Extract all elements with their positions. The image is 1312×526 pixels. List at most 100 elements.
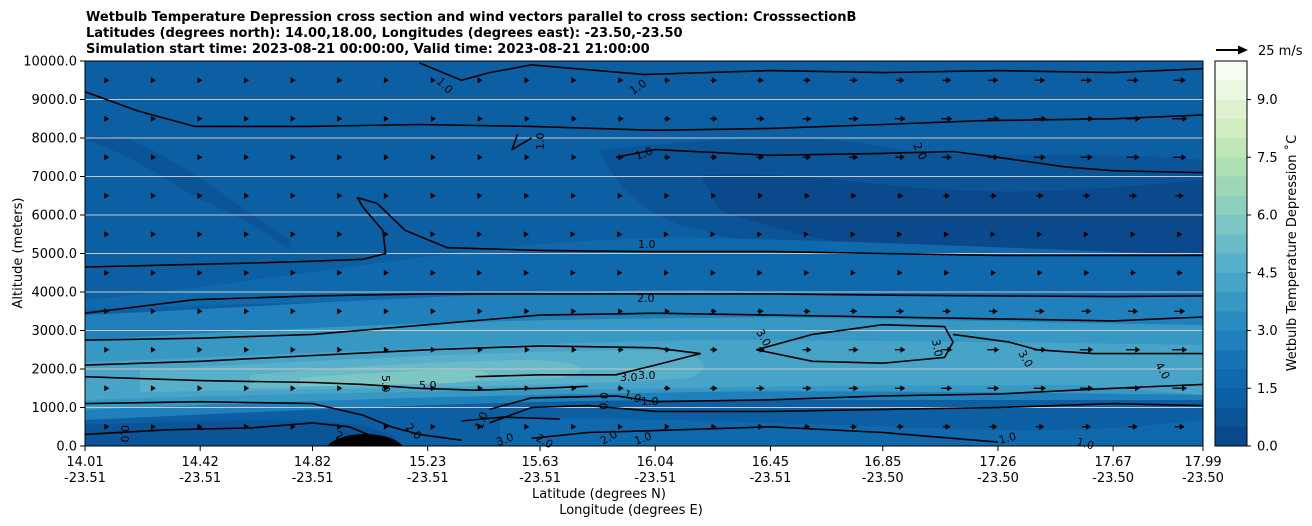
- wind-vector-head: [337, 115, 343, 122]
- wind-vector-head: [104, 77, 110, 84]
- wind-vector-head: [712, 346, 718, 353]
- wind-vector-head: [244, 77, 250, 84]
- wind-vector-head: [759, 154, 765, 161]
- contour-label-4-center: 1.0: [641, 395, 659, 408]
- contour-label-3-mid: 3.0: [929, 338, 945, 357]
- wind-vector-head: [477, 154, 483, 161]
- contour-label-5-vertical: 5.0: [379, 375, 392, 393]
- x-tick-lat-9: 17.67: [1095, 455, 1132, 470]
- wind-vector-head: [104, 423, 110, 430]
- wind-vector-head: [759, 115, 765, 122]
- wind-vector-head: [197, 154, 203, 161]
- wind-vector-head: [945, 423, 951, 430]
- contour-label-5: 5.0: [419, 379, 437, 392]
- contour-label-1-bottom-c: 1.0: [997, 430, 1017, 447]
- wind-vector-head: [806, 385, 812, 392]
- x-tick-lon-7: -23.50: [862, 471, 904, 486]
- contour-label-1-lower: 1.0: [638, 238, 656, 251]
- contour-label-3-bottom: 3.0: [495, 431, 516, 449]
- wind-vector-head: [899, 77, 905, 84]
- wind-vector-head: [710, 231, 716, 238]
- wind-vector-head: [711, 308, 717, 315]
- wind-vector-head: [337, 385, 343, 392]
- wind-vector-head: [757, 269, 763, 276]
- wind-vector-head: [523, 269, 529, 276]
- wind-vector-head: [150, 346, 156, 353]
- contour-label-1-mid: 1.0: [634, 145, 655, 163]
- wind-vector-head: [104, 385, 110, 392]
- wind-vector-head: [853, 154, 859, 161]
- contour-label-2-bottom: 2.0: [334, 429, 355, 447]
- contour-label-0-center: 0.0: [597, 392, 611, 411]
- colorbar-band-9: [1215, 253, 1247, 273]
- wind-vector-head: [197, 192, 203, 199]
- wind-vector-head: [337, 77, 343, 84]
- x-tick-lon-2: -23.51: [292, 471, 334, 486]
- wind-vector-head: [1133, 77, 1139, 84]
- wind-key-label: 25 m/s: [1258, 44, 1303, 59]
- wind-vector-head: [1177, 269, 1183, 276]
- wind-vector-head: [803, 231, 809, 238]
- wind-vector-head: [900, 115, 906, 122]
- contour-lines: [85, 62, 1203, 445]
- colorbar-tick-label-2: 3.0: [1257, 324, 1278, 339]
- wind-vector-head: [197, 308, 203, 315]
- wind-vector-head: [197, 346, 203, 353]
- wind-vector-head: [618, 115, 624, 122]
- wind-vector-head: [1084, 269, 1090, 276]
- wind-vector-head: [1179, 423, 1185, 430]
- wind-vector-head: [104, 115, 110, 122]
- wind-vector-head: [898, 192, 904, 199]
- wind-vector-head: [712, 77, 718, 84]
- wind-vector-head: [383, 192, 389, 199]
- wind-vector-head: [430, 231, 436, 238]
- wind-vector-head: [1180, 308, 1186, 315]
- wind-vector-head: [524, 115, 530, 122]
- wind-vector-head: [197, 385, 203, 392]
- wind-vector-head: [197, 231, 203, 238]
- contour-line-4: [85, 293, 1203, 314]
- wind-vector-head: [337, 154, 343, 161]
- wind-vector-head: [571, 346, 577, 353]
- wind-vector-head: [1085, 192, 1091, 199]
- wind-vector-head: [617, 231, 623, 238]
- colorbar-tick-label-6: 9.0: [1257, 93, 1278, 108]
- wind-vector-head: [383, 77, 389, 84]
- x-tick-lat-6: 16.45: [752, 455, 789, 470]
- wind-vector-head: [946, 77, 952, 84]
- wind-vector-head: [943, 231, 949, 238]
- wind-vector-head: [383, 308, 389, 315]
- colorbar-band-17: [1215, 99, 1247, 119]
- wind-vector-head: [1177, 231, 1183, 238]
- wind-vector-head: [571, 154, 577, 161]
- wind-vector-head: [850, 269, 856, 276]
- wind-vector-head: [477, 192, 483, 199]
- contour-label-1-bottom-d: 1.0: [1075, 435, 1095, 452]
- contour-label-2-lower: 2.0: [637, 292, 655, 305]
- wind-vector-head: [805, 77, 811, 84]
- wind-vector-head: [618, 77, 624, 84]
- wind-vector-head: [524, 192, 530, 199]
- colorbar-band-5: [1215, 330, 1247, 350]
- wind-vector-head: [665, 115, 671, 122]
- wind-vector-head: [571, 423, 577, 430]
- field-band-low-dark: [85, 420, 400, 446]
- contour-line-6: [85, 345, 701, 378]
- wind-vector-head: [150, 192, 156, 199]
- colorbar-band-11: [1215, 215, 1247, 235]
- wind-vector-head: [900, 154, 906, 161]
- wind-vector-head: [897, 231, 903, 238]
- wind-vector-head: [806, 346, 812, 353]
- wind-vector-head: [1181, 154, 1187, 161]
- wind-vector-head: [104, 269, 110, 276]
- y-tick-label-4: 4000.0: [32, 286, 78, 301]
- wind-vector-head: [383, 115, 389, 122]
- y-tick-label-1: 1000.0: [32, 401, 78, 416]
- wind-vector-head: [290, 115, 296, 122]
- wind-vector-head: [852, 77, 858, 84]
- wind-vector-head: [197, 269, 203, 276]
- wind-vector-head: [571, 308, 577, 315]
- wind-vector-head: [944, 269, 950, 276]
- wind-vector-head: [1039, 423, 1045, 430]
- wind-vector-head: [899, 308, 905, 315]
